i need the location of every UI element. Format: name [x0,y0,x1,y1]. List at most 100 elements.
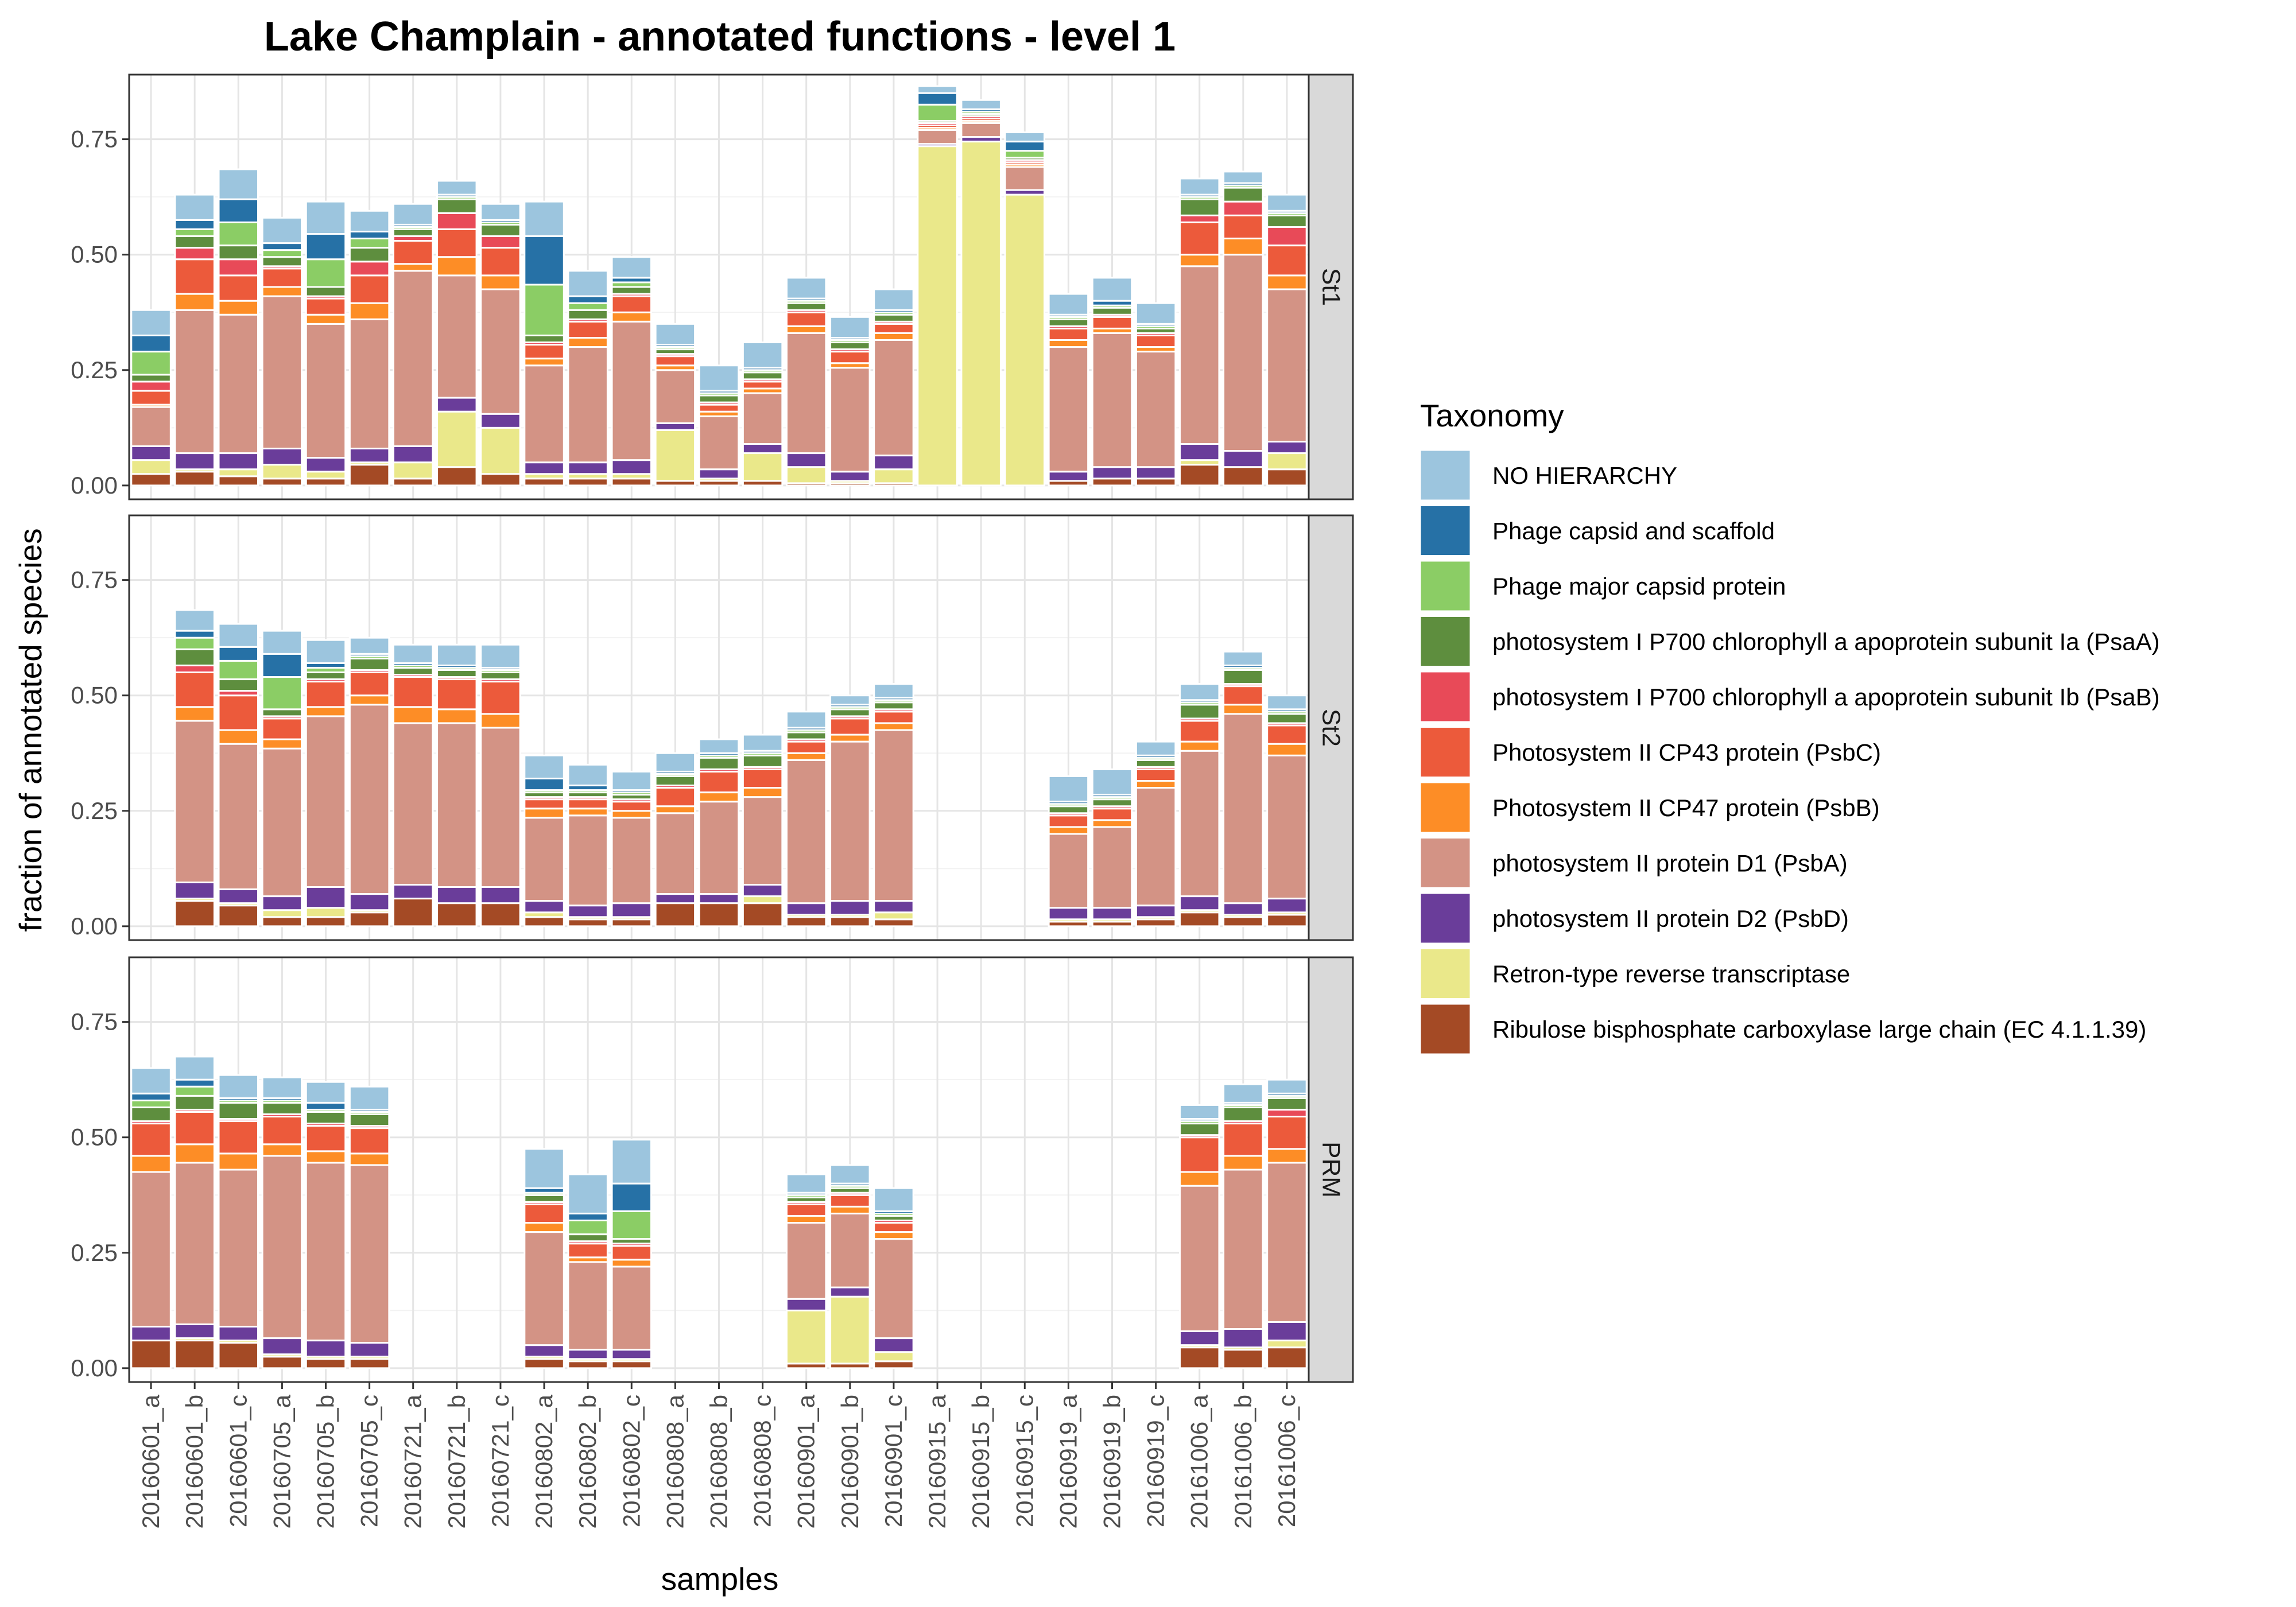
bar-segment-st2-20160802_b-s3 [567,814,608,907]
bar-segment-st1-20160721_b-s2 [436,397,478,413]
bar-segment-prm-20160705_b-s4 [305,1150,347,1164]
bar-segment-st1-20160802_a-s7 [523,334,565,344]
bar-segment-prm-20160901_b-s2 [829,1286,871,1298]
facet-strip-label: St1 [1317,268,1345,306]
x-tick-label: 20160919_a [1054,1394,1081,1528]
bar-segment-st1-20161006_b-s4 [1223,238,1264,256]
bar-segment-st2-20160721_c-s4 [480,713,521,729]
bar-segment-st2-20160808_c-s5 [742,768,784,789]
bar-segment-prm-20160705_c-s4 [348,1152,390,1166]
bar-segment-st1-20160919_c-s0 [1135,478,1177,487]
bar-segment-st2-20160705_b-s2 [305,886,347,909]
bar-segment-prm-20160901_c-s10 [873,1187,914,1212]
bar-segment-prm-20160705_c-s2 [348,1342,390,1358]
bar-segment-st2-20160601_c-s8 [218,659,259,681]
bar-segment-prm-20160705_a-s0 [261,1356,303,1369]
bar-segment-prm-20161006_c-s1 [1266,1340,1308,1349]
bar-segment-prm-20160705_c-s10 [348,1085,390,1111]
bar-segment-st1-20161006_c-s0 [1266,468,1308,487]
bar-segment-st1-20160901_b-s10 [829,316,871,339]
x-tick-label: 20160808_c [749,1395,776,1527]
bar-segment-st2-20160901_c-s0 [873,918,914,927]
bar-segment-st1-20161006_b-s2 [1223,450,1264,468]
bar-segment-st2-20160601_b-s4 [174,706,215,722]
bar-segment-st2-20161006_b-s7 [1223,669,1264,685]
bar-segment-st2-20160721_b-s7 [436,669,478,678]
bar-segment-st2-20160808_c-s7 [742,754,784,768]
bar-segment-prm-20160802_a-s7 [523,1194,565,1203]
bar-segment-st1-20160919_b-s2 [1091,466,1133,480]
bar-segment-prm-20160802_a-s5 [523,1203,565,1224]
bar-segment-st1-20160721_b-s0 [436,466,478,487]
bar-segment-prm-20160601_b-s0 [174,1340,215,1369]
bar-segment-st1-20160601_a-s7 [130,374,172,383]
bar-segment-st1-20160919_a-s2 [1048,471,1089,482]
bar-segment-st2-20160705_c-s0 [348,911,390,927]
bar-segment-st1-20160808_b-s10 [698,364,740,392]
bar-segment-st2-20160721_c-s2 [480,886,521,905]
bar-segment-st2-20160901_a-s0 [785,916,827,927]
bar-segment-prm-20160601_a-s9 [130,1092,172,1101]
bar-segment-st2-20160721_a-s2 [392,883,434,900]
bar-segment-st1-20160705_b-s9 [305,233,347,261]
bar-segment-st2-20161006_c-s5 [1266,724,1308,745]
bar-segment-st1-20160601_a-s3 [130,406,172,447]
bar-segment-st2-20160919_a-s10 [1048,775,1089,803]
bar-segment-st2-20160721_a-s7 [392,666,434,676]
bar-segment-st2-20160601_b-s6 [174,664,215,673]
bar-segment-prm-20161006_a-s0 [1178,1346,1220,1369]
bar-segment-st1-20160721_c-s0 [480,473,521,487]
bar-segment-st2-20160601_b-s2 [174,881,215,900]
bar-segment-prm-20161006_b-s10 [1223,1083,1264,1104]
bar-segment-prm-20161006_c-s4 [1266,1148,1308,1164]
x-tick-label: 20160802_c [618,1395,645,1527]
bar-segment-st1-20160705_b-s1 [305,471,347,480]
bar-segment-st1-20160721_c-s1 [480,426,521,475]
bar-segment-st1-20160901_c-s10 [873,288,914,311]
bar-segment-st1-20160705_a-s9 [261,242,303,251]
panel-st2: 0.00 0.25 0.50 0.75 St2 [71,514,1354,941]
bar-segment-st1-20160601_b-s10 [174,193,215,221]
bar-segment-st1-20160721_b-s1 [436,410,478,468]
chart-title: Lake Champlain - annotated functions - l… [264,14,1176,60]
bar-segment-st2-20161006_a-s0 [1178,911,1220,927]
bar-segment-st1-20161006_a-s5 [1178,221,1220,256]
bar-segment-st1-20161006_c-s10 [1266,193,1308,212]
bar-segment-prm-20160705_b-s7 [305,1111,347,1125]
bar-segment-st2-20160802_a-s3 [523,817,565,902]
bar-segment-st2-20160808_c-s1 [742,895,784,905]
bar-segment-st1-20161006_a-s2 [1178,442,1220,461]
x-tick-label: 20160919_c [1142,1395,1169,1527]
bar-segment-st1-20161006_b-s6 [1223,200,1264,216]
bar-segment-prm-20160601_b-s4 [174,1143,215,1164]
x-tick-label: 20160808_b [705,1395,732,1529]
bar-segment-st2-20160901_c-s2 [873,900,914,914]
bar-segment-st1-20160705_a-s0 [261,478,303,487]
bar-segment-st1-20160705_b-s4 [305,313,347,325]
panel-prm: 0.00 0.25 0.50 0.75 PRM [71,956,1354,1389]
legend-label: Retron-type reverse transcriptase [1492,961,1850,988]
bar-segment-st1-20160601_b-s7 [174,235,215,249]
legend-key [1419,1003,1472,1055]
bar-segment-st2-20160919_b-s5 [1091,808,1133,821]
bar-segment-st2-20161006_b-s4 [1223,704,1264,715]
bar-segment-st2-20160802_b-s0 [567,918,608,927]
bar-segment-st2-20160808_a-s3 [654,812,696,895]
bar-segment-st2-20160808_b-s0 [698,902,740,927]
bar-segment-st2-20160919_b-s7 [1091,798,1133,808]
bar-segment-st1-20160802_b-s5 [567,320,608,339]
bar-segment-st2-20160802_a-s2 [523,900,565,914]
y-tick-label: 0.25 [71,356,118,383]
bar-segment-st1-20160705_a-s4 [261,286,303,297]
bar-segment-st1-20160721_c-s7 [480,223,521,238]
bar-segment-st1-20160705_c-s9 [348,230,390,240]
bar-segment-st1-20160802_a-s4 [523,358,565,367]
y-tick-label: 0.00 [71,472,118,499]
bar-segment-st1-20160915_a-s8 [917,103,958,122]
bar-segment-prm-20161006_c-s3 [1266,1162,1308,1323]
bar-segment-st1-20160901_a-s10 [785,277,827,300]
bar-segment-prm-20160705_a-s7 [261,1101,303,1115]
bar-segment-prm-20160901_c-s2 [873,1337,914,1353]
x-tick-label: 20160915_a [924,1394,951,1528]
bar-segment-st1-20160919_a-s10 [1048,293,1089,316]
